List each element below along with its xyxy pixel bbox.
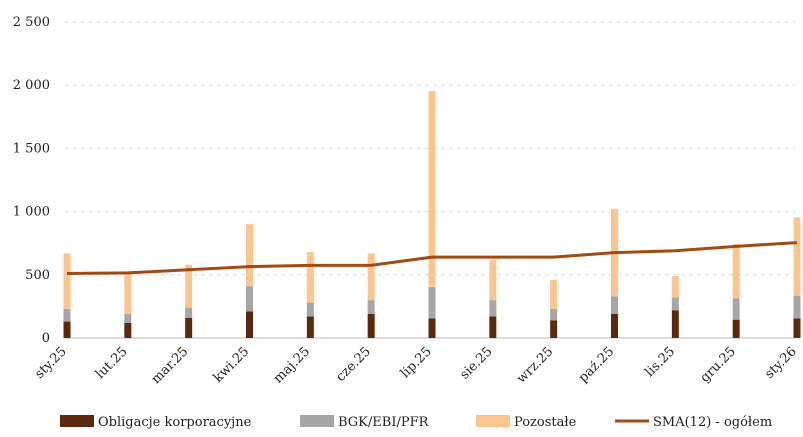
legend-swatch — [476, 415, 510, 427]
legend-label: SMA(12) - ogółem — [653, 415, 772, 430]
y-axis-tick-labels: 0 500 1 000 1 500 2 000 2 500 — [13, 15, 50, 346]
legend: Obligacje korporacyjne BGK/EBI/PFR Pozosta… — [60, 415, 772, 430]
bar-segment-bgk-11 — [732, 298, 740, 320]
legend-swatch — [60, 415, 94, 427]
bars — [63, 90, 801, 338]
bar-segment-bgk-3 — [246, 286, 253, 312]
bar-segment-corporate-5 — [367, 313, 375, 338]
bar-segment-bgk-2 — [185, 307, 193, 318]
bar-segment-bgk-8 — [550, 308, 558, 321]
y-tick-label: 2 500 — [13, 15, 50, 30]
sma-line-path — [66, 241, 798, 276]
x-tick-label: cze.25 — [333, 344, 374, 385]
bar-segment-bgk-0 — [63, 308, 71, 322]
bar-segment-other-6 — [428, 90, 436, 287]
bar-segment-corporate-7 — [489, 316, 497, 338]
sma-line — [66, 241, 798, 276]
bar-segment-bgk-4 — [306, 302, 314, 317]
bar-segment-other-11 — [732, 243, 740, 299]
bar-segment-bgk-6 — [428, 286, 436, 319]
bar-segment-bgk-9 — [611, 296, 618, 314]
x-tick-label: lip.25 — [398, 344, 435, 381]
bar-segment-other-10 — [671, 276, 679, 298]
legend-label: Obligacje korporacyjne — [98, 415, 252, 430]
x-tick-label: lut.25 — [93, 344, 131, 382]
bar-segment-corporate-3 — [246, 311, 253, 338]
bar-segment-corporate-2 — [185, 317, 193, 338]
bar-segment-other-1 — [124, 273, 132, 314]
bar-segment-other-0 — [63, 253, 71, 309]
y-tick-label: 2 000 — [13, 78, 50, 93]
bar-segment-other-5 — [367, 253, 375, 301]
x-tick-label: gru.25 — [698, 344, 739, 385]
x-tick-label: mar.25 — [149, 344, 192, 387]
x-tick-label: maj.25 — [271, 344, 313, 386]
bar-segment-other-12 — [793, 217, 801, 296]
bar-segment-bgk-1 — [124, 313, 132, 323]
bar-segment-corporate-0 — [63, 321, 71, 338]
bar-segment-other-3 — [246, 224, 253, 287]
bar-segment-corporate-4 — [306, 316, 314, 338]
x-tick-label: sty.26 — [762, 344, 800, 382]
legend-swatch — [300, 415, 334, 427]
bar-segment-corporate-10 — [671, 310, 679, 338]
bar-segment-corporate-12 — [793, 318, 801, 338]
bar-segment-bgk-7 — [489, 300, 497, 317]
x-tick-label: sty.25 — [32, 344, 70, 382]
y-tick-label: 1 500 — [13, 141, 50, 156]
legend-label: BGK/EBI/PFR — [338, 415, 430, 430]
bar-segment-corporate-1 — [124, 322, 132, 338]
bar-segment-other-2 — [185, 264, 193, 308]
x-tick-label: wrz.25 — [514, 344, 556, 386]
bar-segment-bgk-5 — [367, 300, 375, 314]
y-tick-label: 500 — [25, 268, 50, 283]
bar-segment-corporate-6 — [428, 318, 436, 338]
bar-segment-other-8 — [550, 279, 558, 309]
bar-segment-bgk-12 — [793, 295, 801, 319]
bar-segment-corporate-11 — [732, 319, 740, 338]
bar-segment-bgk-10 — [671, 297, 679, 311]
bar-segment-other-7 — [489, 259, 497, 301]
y-tick-label: 0 — [42, 331, 50, 346]
y-tick-label: 1 000 — [13, 205, 50, 220]
legend-label: Pozostałe — [514, 415, 577, 430]
bar-segment-corporate-8 — [550, 320, 558, 338]
x-tick-label: sie.25 — [457, 344, 495, 382]
x-axis-tick-labels: sty.25 lut.25 mar.25 kwi.25 maj.25 cze.25 lip.… — [32, 344, 800, 387]
x-tick-label: paź.25 — [576, 344, 617, 385]
bar-segment-other-4 — [306, 252, 314, 303]
bar-segment-corporate-9 — [611, 313, 618, 338]
x-tick-label: kwi.25 — [211, 344, 253, 386]
x-tick-label: lis.25 — [642, 344, 678, 380]
